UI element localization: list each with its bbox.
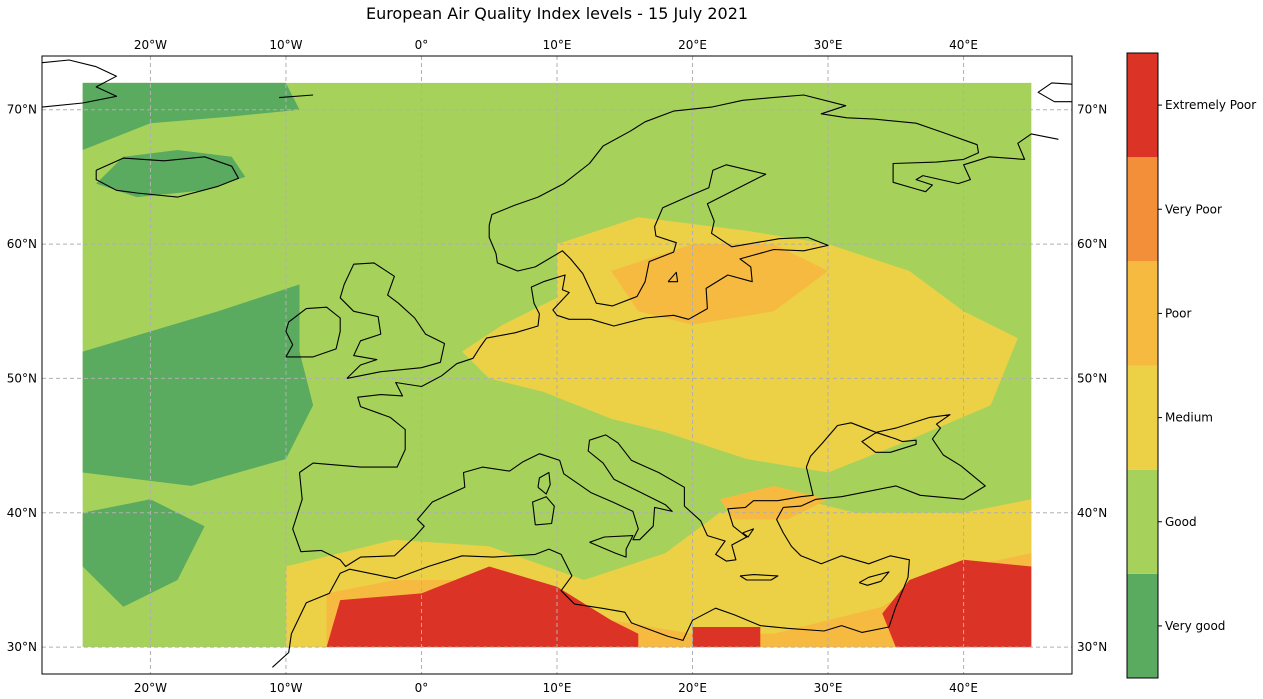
lon-tick-label-top: 10°W [269, 38, 302, 52]
lat-tick-label-right: 40°N [1077, 506, 1107, 520]
lat-tick-label-left: 40°N [7, 506, 37, 520]
colorbar-label: Poor [1165, 306, 1191, 320]
coastline-ireland [285, 306, 341, 358]
coastline-cyprus [858, 571, 890, 586]
map-title: European Air Quality Index levels - 15 J… [366, 4, 748, 23]
aqi-region-very-good [96, 150, 246, 198]
lon-tick-label-top: 20°W [134, 38, 167, 52]
map-panel [41, 55, 1073, 675]
colorbar-segment-very-good [1127, 573, 1158, 678]
aqi-region-very-good [82, 284, 314, 486]
lon-tick-label-top: 40°E [949, 38, 978, 52]
colorbar-frame [1126, 52, 1159, 679]
aqi-region-extremely-poor [882, 559, 1032, 648]
aqi-region-very-good [82, 499, 205, 607]
lon-tick-label-bottom: 20°W [134, 681, 167, 695]
lon-tick-label-top: 20°E [678, 38, 707, 52]
coastline-corsica [537, 471, 551, 495]
longitude-ticks-top: 20°W 10°W 0° 10°E 20°E 30°E 40°E [134, 38, 978, 52]
aqi-region-extremely-poor [692, 627, 761, 648]
colorbar-segment-poor [1127, 261, 1158, 366]
colorbar-label: Medium [1165, 411, 1213, 425]
coastline-mainland-north [299, 94, 1059, 473]
coastline-iceland [95, 156, 240, 198]
lon-tick-label-bottom: 10°W [269, 681, 302, 695]
lon-tick-label-top: 0° [415, 38, 429, 52]
coastline-great-britain [339, 262, 446, 379]
coastline-gotland [667, 271, 679, 283]
coastline-sardinia [532, 496, 555, 526]
coastline-mainland-west [272, 414, 986, 668]
lat-tick-label-left: 50°N [7, 371, 37, 385]
colorbar-segment-good [1127, 469, 1158, 574]
lat-tick-label-left: 60°N [7, 237, 37, 251]
coastline-svalbard-southern [279, 94, 314, 99]
aqi-region-very-good [82, 82, 300, 150]
lon-tick-label-bottom: 30°E [814, 681, 843, 695]
aqi-region-poor [719, 485, 829, 520]
lon-tick-label-bottom: 40°E [949, 681, 978, 695]
lon-tick-label-bottom: 20°E [678, 681, 707, 695]
lon-tick-label-top: 30°E [814, 38, 843, 52]
aqi-region-extremely-poor [326, 566, 639, 648]
lat-tick-label-right: 50°N [1077, 371, 1107, 385]
coastline-greenland [42, 59, 118, 108]
lat-tick-label-right: 60°N [1077, 237, 1107, 251]
colorbar-label: Very good [1165, 619, 1225, 633]
coastline-sicily [589, 535, 634, 558]
map-frame [41, 55, 1073, 675]
coastlines [42, 59, 1072, 668]
colorbar: Very good Good Medium Poor Very Poor Extremel… [1126, 52, 1256, 679]
lat-tick-label-right: 30°N [1077, 640, 1107, 654]
lon-tick-label-bottom: 0° [415, 681, 429, 695]
lon-tick-label-bottom: 10°E [543, 681, 572, 695]
colorbar-segment-extremely-poor [1127, 53, 1158, 158]
coastline-crete [739, 574, 779, 581]
graticule [42, 56, 1072, 674]
lat-tick-label-right: 70°N [1077, 103, 1107, 117]
colorbar-label: Good [1165, 515, 1197, 529]
colorbar-labels: Very good Good Medium Poor Very Poor Extremel… [1158, 98, 1256, 633]
colorbar-segments [1127, 53, 1158, 678]
coastline-novaya-zemlya [1037, 82, 1072, 103]
latitude-ticks-right: 30°N 40°N 50°N 60°N 70°N [1077, 103, 1107, 654]
aqi-region-poor [611, 244, 829, 325]
aqi-region-medium [462, 217, 1018, 473]
longitude-ticks-bottom: 20°W 10°W 0° 10°E 20°E 30°E 40°E [134, 681, 978, 695]
lon-tick-label-top: 10°E [543, 38, 572, 52]
lat-tick-label-left: 30°N [7, 640, 37, 654]
lat-tick-label-left: 70°N [7, 103, 37, 117]
colorbar-segment-very-poor [1127, 157, 1158, 262]
colorbar-label: Extremely Poor [1165, 98, 1256, 112]
colorbar-segment-medium [1127, 365, 1158, 470]
latitude-ticks-left: 30°N 40°N 50°N 60°N 70°N [7, 103, 37, 654]
colorbar-label: Very Poor [1165, 202, 1222, 216]
coastline-aegean-islands [742, 528, 755, 538]
